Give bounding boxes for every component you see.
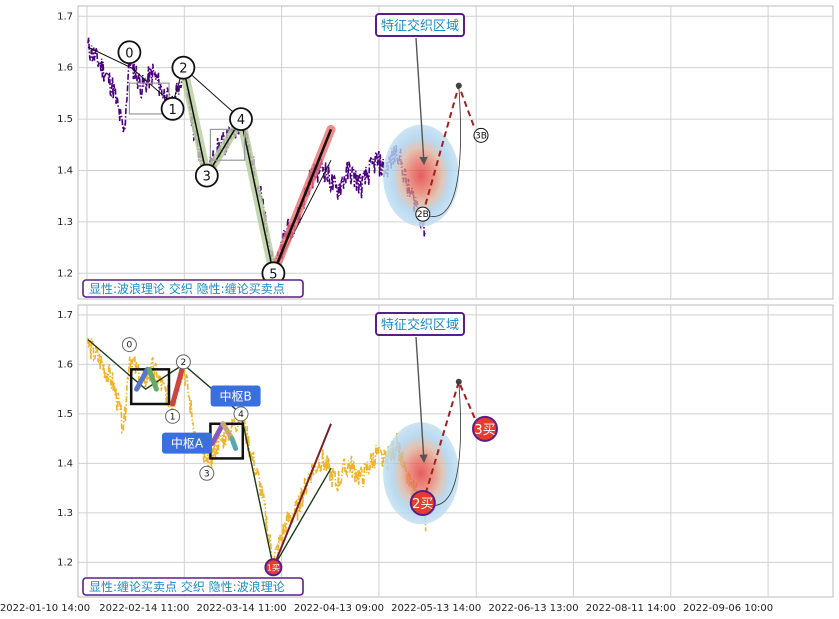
center-box [209,128,246,161]
wave-point-marker [473,127,489,143]
wave-point-marker [165,408,181,424]
interweave-zone [383,124,459,227]
y-tick-label: 1.3 [57,217,73,228]
wave-point-marker [194,163,219,188]
callout-box [375,13,465,37]
wave-point-label: 0 [125,46,133,61]
callout-arrow [415,37,428,166]
stroke-segment [146,366,159,392]
center-label-box [162,432,212,454]
trend-line [272,423,332,568]
y-tick-label: 1.2 [57,268,73,279]
x-tick-label: 2022-05-13 14:00 [391,603,481,614]
wave-point-marker [229,107,253,131]
wave-point-label: 2 [181,358,187,368]
x-tick-label: 2022-06-13 13:00 [488,603,578,614]
caption-text: 显性:波浪理论 交织 隐性:缠论买卖点 [89,281,285,296]
stroke-segment [209,421,226,447]
caption-box [82,279,304,298]
trend-line [272,128,333,274]
buy-point-label: 3买 [474,423,495,438]
wave-point-label: 1 [168,103,176,118]
stroke-segment [134,366,150,392]
wave-point-marker [199,465,215,481]
wave-point-label: 2B [417,210,429,220]
wave-segment [182,67,208,176]
stroke-segment [170,361,186,407]
x-tick-label: 2022-04-13 09:00 [294,603,384,614]
buy-point-marker [472,415,498,442]
y-tick-label: 1.2 [57,557,73,568]
wave-point-label: 1 [170,412,176,422]
y-tick-label: 1.4 [57,165,73,176]
wave-point-label: 2 [179,62,187,77]
x-tick-label: 2022-01-10 14:00 [0,603,90,614]
wave-point-marker [415,206,431,222]
x-tick-label: 2022-08-11 14:00 [586,603,676,614]
buy-point-label: 2买 [412,497,433,512]
y-tick-label: 1.6 [57,63,73,74]
plot-frame [77,5,834,300]
stroke-segment [229,436,239,452]
y-tick-label: 1.7 [57,310,73,321]
caption-box [82,577,304,596]
projection-line [421,378,476,504]
wave-point-marker [171,55,196,80]
callout-box [375,312,465,336]
wave-point-label: 4 [238,410,244,420]
y-tick-label: 1.5 [57,114,73,125]
wave-segment [240,118,275,274]
wave-point-marker [175,354,191,370]
callout-arrow [415,336,428,463]
interweave-zone [383,422,459,525]
buy-point-marker [409,489,436,516]
caption-text: 显性:缠论买卖点 交织 隐性:波浪理论 [89,579,285,594]
y-tick-label: 1.6 [57,359,73,370]
center-label: 中枢B [219,389,251,404]
stroke-segment [220,421,235,442]
projection-peak [455,82,462,89]
center-label-box [210,385,261,407]
bottom-panel: 1.2 1.3 1.4 1.5 1.6 1.7 中枢A 中枢B 特征交织区域 0 1 2 3 4 1买 2买 3… [57,304,834,598]
wave-point-label: 4 [237,113,245,128]
wave-point-label: 3 [203,170,211,185]
callout-label: 特征交织区域 [381,317,459,333]
wave-point-marker [121,337,137,353]
wave-point-label: 5 [269,267,277,282]
wave-point-marker [160,96,185,121]
callout-label: 特征交织区域 [381,18,459,34]
x-tick-label: 2022-09-06 10:00 [683,603,773,614]
y-tick-label: 1.3 [57,508,73,519]
top-panel: 1.2 1.3 1.4 1.5 1.6 1.7 特征交织区域 0 1 2 3 4 5 2B 3B 显性:波浪理… [57,5,834,300]
wave-point-label: 3B [475,131,487,141]
center-label: 中枢A [171,436,204,451]
wave-point-label: 3 [204,469,210,479]
wave-point-marker [233,406,249,422]
wave-point-label: 0 [127,341,133,351]
y-tick-label: 1.7 [57,11,73,22]
x-tick-label: 2022-03-14 11:00 [197,603,287,614]
y-tick-label: 1.4 [57,458,73,469]
x-tick-label: 2022-02-14 11:00 [99,603,189,614]
wave-point-marker [117,40,142,65]
buy-point-marker [264,558,283,577]
buy-point-label: 1买 [267,563,280,572]
y-tick-label: 1.5 [57,409,73,420]
x-axis: 2022-01-10 14:00 2022-02-14 11:00 2022-03-… [0,603,773,614]
projection-arc [422,85,461,217]
